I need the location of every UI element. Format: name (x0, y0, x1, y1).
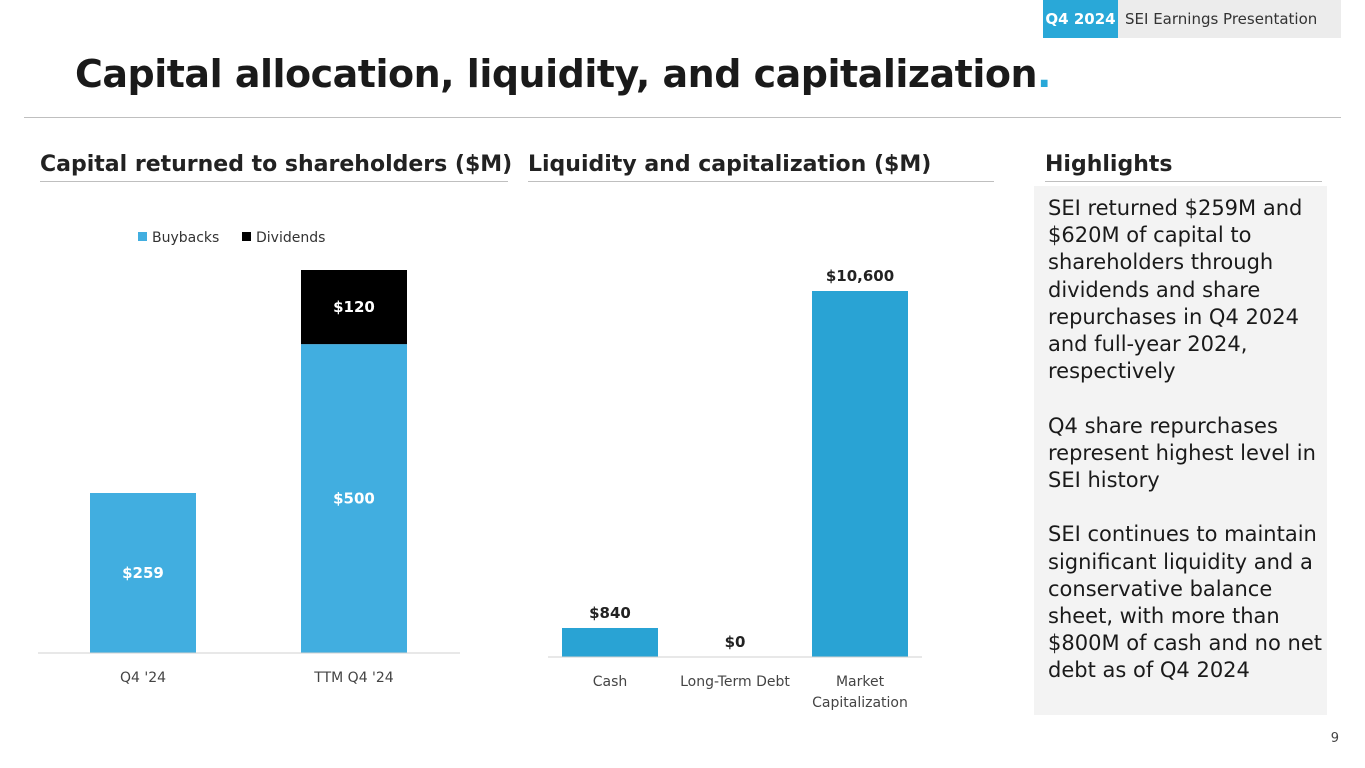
legend-swatch-buybacks (138, 232, 147, 241)
liquidity-heading: Liquidity and capitalization ($M) (528, 152, 994, 182)
x-tick-label: Q4 '24 (120, 670, 166, 686)
quarter-tag: Q4 2024 (1043, 0, 1118, 38)
x-tick-label: Capitalization (812, 695, 908, 711)
data-label-buybacks-0: $259 (122, 564, 164, 582)
page-title-text: Capital allocation, liquidity, and capit… (75, 52, 1038, 96)
capital-returned-heading: Capital returned to shareholders ($M) (40, 152, 512, 182)
legend-swatch-dividends (242, 232, 251, 241)
highlight-paragraph: SEI continues to maintain significant li… (1048, 522, 1322, 683)
bar-buybacks-0 (90, 493, 196, 653)
highlights-panel (1034, 186, 1327, 715)
x-tick-label: TTM Q4 '24 (313, 670, 394, 686)
header-tag: Q4 2024 SEI Earnings Presentation (1043, 0, 1341, 38)
x-tick-label: Market (836, 674, 885, 690)
page-number: 9 (1330, 731, 1339, 746)
highlight-paragraph: SEI returned $259M and $620M of capital … (1048, 196, 1303, 384)
bar-0 (562, 627, 658, 657)
title-divider (24, 117, 1341, 118)
x-tick-label: Cash (593, 674, 628, 690)
highlights-heading: Highlights (1045, 152, 1322, 182)
bar-2 (812, 291, 908, 657)
legend-label-buybacks: Buybacks (152, 230, 219, 246)
presentation-title: SEI Earnings Presentation (1118, 0, 1341, 38)
page-title: Capital allocation, liquidity, and capit… (75, 52, 1051, 96)
data-label-0: $840 (589, 604, 631, 622)
capital-returned-chart: Buybacks Dividends $259 Q4 '24 $500 $120 TTM Q… (38, 230, 460, 686)
highlight-paragraph: Q4 share repurchases represent highest l… (1048, 413, 1316, 493)
x-tick-label: Long-Term Debt (680, 674, 790, 690)
legend-label-dividends: Dividends (256, 230, 325, 246)
data-label-1: $0 (725, 633, 746, 651)
bar-dividends-1 (301, 270, 407, 345)
liquidity-chart: $840 Cash $0 Long-Term Debt $10,600 Market Cap… (548, 267, 922, 711)
highlights-text: SEI returned $259M and $620M of capital … (1048, 195, 1323, 712)
title-accent-dot: . (1037, 52, 1051, 96)
data-label-buybacks-1: $500 (333, 490, 375, 508)
data-label-2: $10,600 (826, 267, 894, 285)
data-label-dividends-1: $120 (333, 298, 375, 316)
bar-buybacks-1 (301, 344, 407, 653)
